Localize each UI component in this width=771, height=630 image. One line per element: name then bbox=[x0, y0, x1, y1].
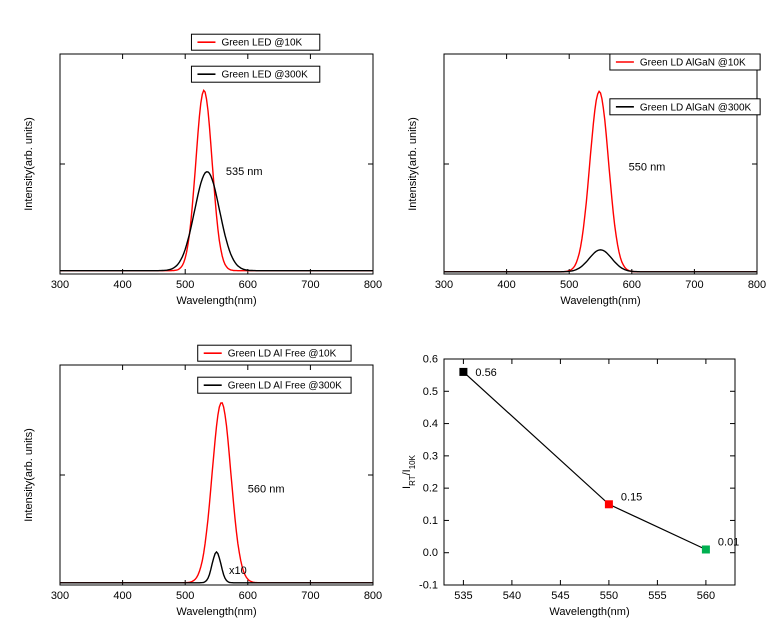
svg-text:500: 500 bbox=[176, 590, 194, 602]
svg-text:700: 700 bbox=[301, 590, 319, 602]
svg-text:Intensity(arb. units): Intensity(arb. units) bbox=[23, 117, 35, 211]
svg-text:800: 800 bbox=[364, 279, 382, 291]
svg-text:-0.1: -0.1 bbox=[419, 580, 438, 592]
svg-text:Green LD Al Free @300K: Green LD Al Free @300K bbox=[228, 381, 342, 392]
svg-text:Wavelength(nm): Wavelength(nm) bbox=[549, 606, 629, 618]
svg-text:Green LD AlGaN @10K: Green LD AlGaN @10K bbox=[639, 58, 745, 69]
svg-text:400: 400 bbox=[497, 279, 515, 291]
svg-text:Intensity(arb. units): Intensity(arb. units) bbox=[407, 117, 419, 211]
svg-text:300: 300 bbox=[51, 279, 69, 291]
chart-grid: 300 400 500 600 700 800 Wavelength(nm) Intensit… bbox=[0, 0, 771, 630]
svg-text:Green LED @300K: Green LED @300K bbox=[221, 70, 308, 81]
svg-text:Wavelength(nm): Wavelength(nm) bbox=[176, 295, 256, 307]
svg-text:x10: x10 bbox=[229, 565, 247, 577]
svg-text:600: 600 bbox=[239, 590, 257, 602]
panel-ratio-plot: 535 540 545 550 555 560 -0.1 0.0 0.1 0.2 0.3 0.4 0.5… bbox=[386, 317, 770, 628]
svg-text:IRT/I10K: IRT/I10K bbox=[401, 454, 417, 489]
svg-text:540: 540 bbox=[502, 590, 520, 602]
svg-text:Green LD AlGaN @300K: Green LD AlGaN @300K bbox=[639, 102, 751, 113]
svg-text:300: 300 bbox=[434, 279, 452, 291]
svg-text:535: 535 bbox=[454, 590, 472, 602]
svg-text:800: 800 bbox=[364, 590, 382, 602]
svg-text:560: 560 bbox=[696, 590, 714, 602]
svg-text:0.56: 0.56 bbox=[475, 367, 496, 379]
svg-text:400: 400 bbox=[113, 279, 131, 291]
svg-text:555: 555 bbox=[648, 590, 666, 602]
svg-text:300: 300 bbox=[51, 590, 69, 602]
svg-text:600: 600 bbox=[622, 279, 640, 291]
svg-text:0.4: 0.4 bbox=[422, 418, 437, 430]
svg-text:500: 500 bbox=[176, 279, 194, 291]
svg-text:Green LD Al Free @10K: Green LD Al Free @10K bbox=[228, 349, 337, 360]
panel-green-ld-algan: 300 400 500 600 700 800 Wavelength(nm) Intensit… bbox=[386, 6, 770, 317]
panel-green-ld-al-free: 300 400 500 600 700 800 Wavelength(nm) Intensit… bbox=[2, 317, 386, 628]
svg-text:550 nm: 550 nm bbox=[628, 162, 665, 174]
svg-text:600: 600 bbox=[239, 279, 257, 291]
svg-text:0.3: 0.3 bbox=[422, 450, 437, 462]
svg-text:0.5: 0.5 bbox=[422, 386, 437, 398]
svg-text:550: 550 bbox=[599, 590, 617, 602]
svg-text:0.15: 0.15 bbox=[620, 491, 641, 503]
svg-text:560 nm: 560 nm bbox=[248, 484, 285, 496]
svg-text:Intensity(arb. units): Intensity(arb. units) bbox=[23, 428, 35, 522]
svg-text:0.0: 0.0 bbox=[422, 547, 437, 559]
svg-text:500: 500 bbox=[560, 279, 578, 291]
svg-text:0.1: 0.1 bbox=[422, 515, 437, 527]
svg-text:535 nm: 535 nm bbox=[226, 166, 263, 178]
svg-text:Wavelength(nm): Wavelength(nm) bbox=[176, 606, 256, 618]
svg-text:400: 400 bbox=[113, 590, 131, 602]
svg-text:0.01: 0.01 bbox=[717, 536, 738, 548]
svg-text:800: 800 bbox=[747, 279, 765, 291]
svg-text:0.2: 0.2 bbox=[422, 483, 437, 495]
svg-text:Wavelength(nm): Wavelength(nm) bbox=[560, 295, 640, 307]
svg-text:545: 545 bbox=[551, 590, 569, 602]
svg-text:Green LED @10K: Green LED @10K bbox=[221, 38, 302, 49]
svg-text:700: 700 bbox=[301, 279, 319, 291]
svg-text:700: 700 bbox=[685, 279, 703, 291]
svg-text:0.6: 0.6 bbox=[422, 354, 437, 366]
panel-green-led: 300 400 500 600 700 800 Wavelength(nm) Intensit… bbox=[2, 6, 386, 317]
